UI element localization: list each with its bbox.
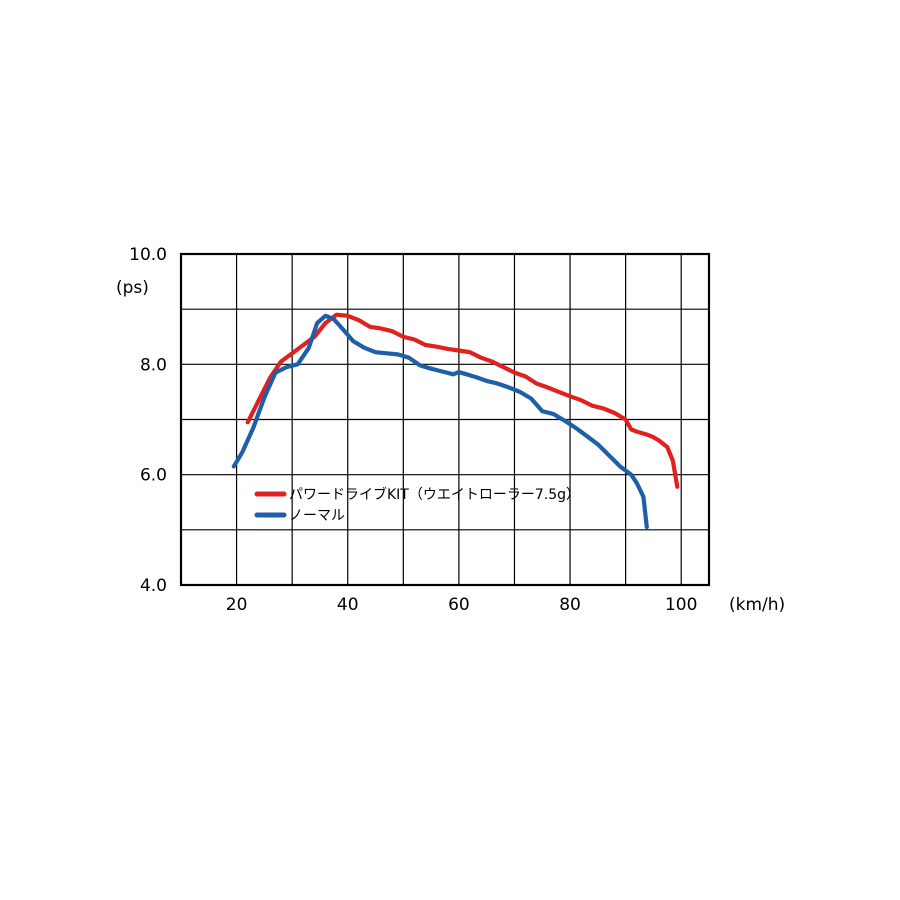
series-line-normal (231, 313, 649, 530)
legend-label-normal: ノーマル (289, 508, 345, 524)
legend: パワードライブKIT（ウエイトローラー7.5g） ノーマル (254, 486, 580, 524)
y-axis-unit-label: (ps) (116, 278, 149, 298)
y-tick-label: 4.0 (140, 576, 167, 596)
y-tick-label: 6.0 (140, 466, 167, 486)
x-tick-label: 20 (226, 595, 248, 615)
x-axis-unit-label: (km/h) (729, 595, 785, 615)
grid (181, 254, 709, 585)
plot-frame (179, 252, 711, 587)
legend-label-powerdrive-kit: パワードライブKIT（ウエイトローラー7.5g） (289, 486, 580, 503)
x-tick-label: 60 (448, 595, 470, 615)
y-tick-label: 8.0 (140, 355, 167, 375)
x-axis-ticks: 20 40 60 80 100 (226, 595, 698, 615)
series-lines (231, 312, 680, 530)
x-tick-label: 80 (559, 595, 581, 615)
x-tick-label: 100 (665, 595, 697, 615)
x-tick-label: 40 (337, 595, 359, 615)
series-line-powerdrive-kit (245, 312, 680, 489)
y-axis-ticks: 4.0 6.0 8.0 10.0 (129, 245, 167, 596)
y-tick-label: 10.0 (129, 245, 167, 265)
